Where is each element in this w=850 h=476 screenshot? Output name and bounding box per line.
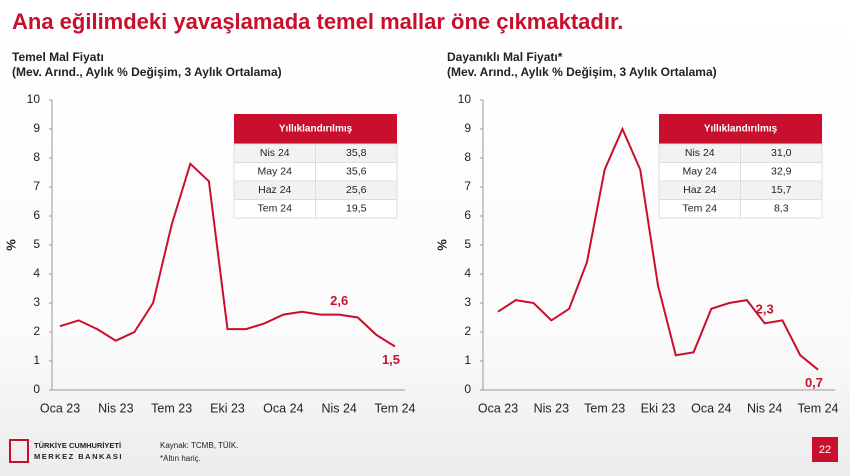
x-tick-label: Nis 23: [98, 401, 133, 415]
data-label: 2,6: [330, 293, 348, 308]
table-cell: May 24: [258, 166, 293, 178]
y-tick-label: 0: [464, 382, 471, 396]
x-tick-label: Tem 23: [151, 401, 192, 415]
source-note: Kaynak: TCMB, TÜİK.: [160, 441, 238, 450]
y-tick-label: 0: [33, 382, 40, 396]
logo-text: MERKEZ BANKASI: [34, 452, 123, 461]
x-tick-label: Tem 24: [798, 401, 839, 415]
y-tick-label: 10: [27, 92, 41, 106]
x-tick-label: Tem 24: [375, 401, 416, 415]
table-cell: Tem 24: [683, 203, 718, 215]
table-cell: Tem 24: [258, 203, 293, 215]
table-cell: 8,3: [774, 203, 789, 215]
data-line: [497, 126, 819, 371]
table-cell: 19,5: [346, 203, 367, 215]
table-cell: Nis 24: [260, 147, 290, 159]
y-tick-label: 2: [33, 324, 40, 338]
table-cell: 32,9: [771, 166, 792, 178]
table-cell: 31,0: [771, 147, 792, 159]
table-cell: 15,7: [771, 184, 792, 196]
y-axis-label: %: [3, 239, 18, 251]
chart-title: Temel Mal Fiyatı: [12, 50, 104, 64]
x-tick-label: Eki 23: [641, 401, 676, 415]
chart-subtitle: (Mev. Arınd., Aylık % Değişim, 3 Aylık O…: [447, 65, 717, 79]
chart-subtitle: (Mev. Arınd., Aylık % Değişim, 3 Aylık O…: [12, 65, 282, 79]
x-tick-label: Eki 23: [210, 401, 245, 415]
table-header-bg: [234, 114, 397, 144]
chart-title: Dayanıklı Mal Fiyatı*: [447, 50, 563, 64]
table-cell: 25,6: [346, 184, 367, 196]
y-tick-label: 6: [33, 208, 40, 222]
x-tick-label: Oca 24: [263, 401, 303, 415]
y-tick-label: 2: [464, 324, 471, 338]
y-tick-label: 1: [33, 353, 40, 367]
x-tick-label: Oca 24: [691, 401, 731, 415]
y-tick-label: 10: [458, 92, 472, 106]
y-tick-label: 1: [464, 353, 471, 367]
y-tick-label: 5: [464, 237, 471, 251]
logo-icon: [9, 439, 29, 463]
x-tick-label: Oca 23: [478, 401, 518, 415]
table-header: Yıllıklandırılmış: [704, 124, 778, 135]
y-tick-label: 6: [464, 208, 471, 222]
logo-text: TÜRKİYE CUMHURİYETİ: [34, 441, 121, 450]
page-number-box: [812, 437, 838, 462]
y-tick-label: 4: [464, 266, 471, 280]
y-tick-label: 8: [464, 150, 471, 164]
table-cell: 35,6: [346, 166, 367, 178]
x-tick-label: Tem 23: [584, 401, 625, 415]
table-cell: Haz 24: [683, 184, 716, 196]
table-cell: 35,8: [346, 147, 367, 159]
y-tick-label: 8: [33, 150, 40, 164]
data-label: 2,3: [756, 302, 774, 317]
data-label: 0,7: [805, 375, 823, 390]
y-tick-label: 5: [33, 237, 40, 251]
logo: TÜRKİYE CUMHURİYETİ MERKEZ BANKASI: [9, 439, 123, 463]
y-tick-label: 3: [33, 295, 40, 309]
footnote: *Altın hariç.: [160, 454, 201, 463]
y-tick-label: 7: [33, 179, 40, 193]
table-cell: Nis 24: [685, 147, 715, 159]
y-axis-label: %: [434, 239, 449, 251]
y-tick-label: 3: [464, 295, 471, 309]
table-header-bg: [659, 114, 822, 144]
y-tick-label: 4: [33, 266, 40, 280]
table-header: Yıllıklandırılmış: [279, 124, 353, 135]
table-cell: Haz 24: [258, 184, 291, 196]
page-number: 22: [819, 444, 831, 456]
slide-title: Ana eğilimdeki yavaşlamada temel mallar …: [12, 9, 623, 34]
table-cell: May 24: [683, 166, 718, 178]
x-tick-label: Oca 23: [40, 401, 80, 415]
y-tick-label: 9: [33, 121, 40, 135]
x-tick-label: Nis 24: [747, 401, 782, 415]
x-tick-label: Nis 24: [321, 401, 356, 415]
y-tick-label: 9: [464, 121, 471, 135]
data-line: [59, 161, 396, 348]
data-label: 1,5: [382, 352, 400, 367]
x-tick-label: Nis 23: [534, 401, 569, 415]
y-tick-label: 7: [464, 179, 471, 193]
